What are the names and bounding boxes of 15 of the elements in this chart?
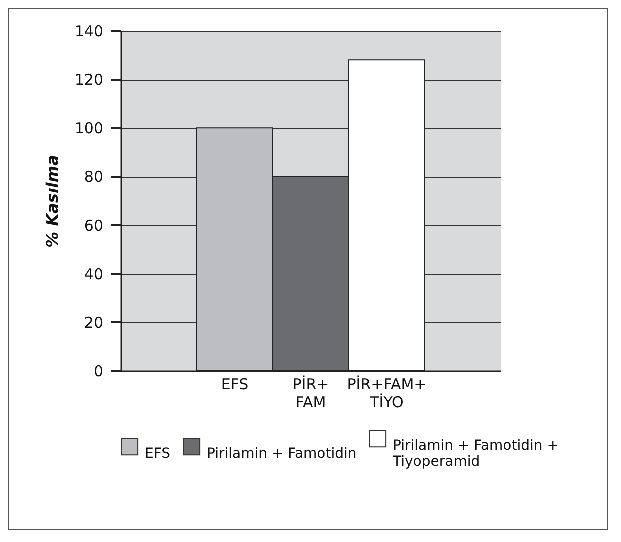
y-tick-label: 40 [84,265,104,284]
legend-label: Pirilamin + Famotidin [207,446,357,462]
y-tick-label: 80 [84,168,104,186]
y-tick-label: 0 [94,362,104,380]
x-tick-label: EFS [221,376,249,394]
y-tick-label: 60 [84,216,104,235]
legend-label: Pirilamin + Famotidin + Tiyoperamid [392,438,559,470]
legend-label: EFS [145,446,171,462]
x-tick-label: PİR+ FAM [292,376,330,412]
y-tick-label: 100 [74,120,104,138]
y-axis-title: % Kasılma [42,155,62,248]
y-tick-label: 120 [74,71,104,90]
x-tick-label: PİR+FAM+ TİYO [347,376,427,412]
y-tick-label: 20 [84,314,104,332]
y-tick-label: 140 [74,22,104,40]
